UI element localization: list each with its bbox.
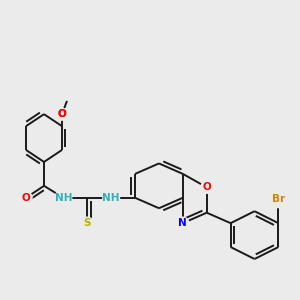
Circle shape <box>56 108 68 120</box>
Text: O: O <box>22 193 31 203</box>
Circle shape <box>177 217 189 229</box>
Text: NH: NH <box>102 193 120 203</box>
Circle shape <box>81 217 93 229</box>
Text: N: N <box>178 218 187 228</box>
Text: O: O <box>202 182 211 192</box>
Text: O: O <box>58 109 66 119</box>
Text: O: O <box>58 109 66 119</box>
Circle shape <box>20 192 32 204</box>
Text: NH: NH <box>55 193 72 203</box>
Circle shape <box>103 189 119 206</box>
Circle shape <box>201 182 213 193</box>
Circle shape <box>63 89 75 101</box>
Text: S: S <box>83 218 91 228</box>
Text: Br: Br <box>272 194 285 204</box>
Circle shape <box>270 191 287 208</box>
Circle shape <box>55 189 72 206</box>
Circle shape <box>56 109 67 119</box>
